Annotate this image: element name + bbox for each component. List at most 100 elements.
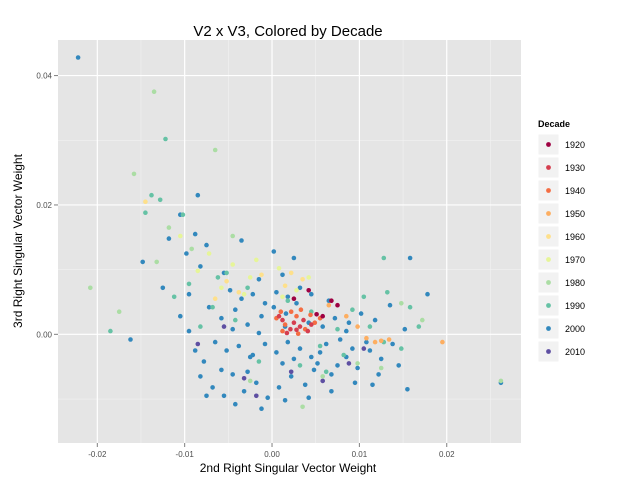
- legend-label-2000: 2000: [565, 324, 585, 334]
- data-point-2000: [230, 372, 235, 377]
- data-point-1920: [314, 312, 319, 317]
- data-point-1970: [253, 257, 259, 263]
- data-point-2000: [283, 311, 289, 316]
- data-point-2000: [387, 302, 393, 308]
- data-point-1940: [288, 309, 294, 315]
- data-point-2000: [239, 296, 244, 302]
- data-point-2000: [337, 337, 343, 342]
- data-point-2000: [280, 272, 285, 278]
- legend-swatch-1980: [546, 280, 551, 285]
- data-point-2000: [241, 389, 247, 394]
- data-point-1960: [300, 277, 305, 282]
- data-point-1940: [278, 309, 284, 315]
- data-point-2000: [378, 356, 384, 362]
- data-point-2000: [140, 259, 145, 265]
- data-point-1940: [298, 307, 304, 313]
- data-point-2000: [309, 291, 314, 297]
- data-point-2000: [329, 389, 334, 394]
- legend-label-1960: 1960: [565, 232, 585, 242]
- data-point-1980: [189, 246, 194, 252]
- legend-label-2010: 2010: [565, 347, 585, 357]
- data-point-2000: [407, 255, 413, 261]
- data-point-2000: [204, 393, 209, 399]
- data-point-2000: [271, 249, 277, 254]
- data-point-1980: [420, 317, 425, 323]
- data-point-1980: [320, 374, 326, 379]
- data-point-2000: [285, 294, 291, 300]
- legend-label-1950: 1950: [565, 209, 585, 219]
- data-point-1980: [151, 89, 157, 94]
- data-point-2000: [186, 328, 192, 334]
- data-point-1970: [294, 288, 299, 293]
- data-point-1990: [215, 275, 221, 280]
- y-tick-label: 0.04: [36, 72, 52, 81]
- data-point-1960: [259, 272, 264, 278]
- data-point-1940: [308, 312, 313, 318]
- data-point-2000: [274, 290, 279, 295]
- data-point-2000: [396, 363, 402, 368]
- data-point-2000: [274, 350, 279, 355]
- data-point-1960: [236, 290, 242, 295]
- data-point-1990: [381, 255, 387, 261]
- data-point-2000: [309, 354, 314, 360]
- data-point-2010: [320, 378, 326, 384]
- data-point-1930: [276, 313, 282, 319]
- data-point-1950: [344, 313, 349, 319]
- data-point-2000: [221, 393, 227, 399]
- data-point-1990: [149, 192, 154, 198]
- data-point-2000: [195, 192, 201, 198]
- y-tick-label: 0.02: [36, 201, 52, 210]
- data-point-2000: [311, 367, 317, 373]
- data-point-2000: [245, 369, 250, 375]
- data-point-2000: [262, 301, 268, 306]
- data-point-2000: [236, 343, 242, 349]
- legend-swatch-1970: [546, 257, 551, 262]
- data-point-1960: [143, 199, 148, 204]
- data-point-1970: [178, 233, 183, 239]
- data-point-1950: [372, 339, 378, 345]
- data-point-2010: [346, 361, 352, 366]
- data-point-1920: [335, 302, 340, 308]
- data-point-2000: [367, 348, 373, 353]
- data-point-1990: [163, 136, 168, 142]
- data-point-2000: [297, 285, 303, 291]
- data-point-1990: [297, 363, 303, 368]
- legend-label-1920: 1920: [565, 140, 585, 150]
- legend-title: Decade: [538, 119, 570, 129]
- data-point-1940: [280, 328, 285, 334]
- data-point-1990: [198, 324, 203, 329]
- data-point-1960: [282, 283, 288, 289]
- data-points: [75, 55, 504, 412]
- data-point-2000: [302, 382, 308, 388]
- legend-swatch-1990: [546, 303, 551, 308]
- data-point-1970: [195, 268, 201, 274]
- legend-swatch-1930: [546, 165, 551, 170]
- data-point-2000: [227, 288, 233, 293]
- legend-label-1940: 1940: [565, 186, 585, 196]
- data-point-2000: [219, 367, 224, 373]
- data-point-2000: [210, 385, 215, 390]
- data-point-1970: [276, 266, 282, 271]
- x-axis: -0.02 -0.01 0.00 0.01 0.02: [88, 443, 455, 459]
- data-point-1980: [154, 259, 159, 265]
- data-point-2000: [265, 395, 271, 401]
- data-point-1970: [241, 291, 247, 297]
- data-point-1950: [355, 324, 360, 329]
- data-point-1990: [171, 294, 177, 300]
- legend-label-1930: 1930: [565, 163, 585, 173]
- data-point-2000: [230, 326, 235, 332]
- data-point-1990: [233, 317, 238, 323]
- legend-swatch-2000: [546, 326, 551, 331]
- data-point-2000: [224, 348, 229, 353]
- data-point-1980: [131, 171, 137, 177]
- data-point-1990: [335, 326, 340, 332]
- data-point-2000: [335, 363, 340, 368]
- data-point-1920: [320, 313, 326, 319]
- data-point-1990: [341, 352, 347, 358]
- data-point-2000: [306, 395, 312, 401]
- data-point-1990: [108, 328, 113, 334]
- legend-swatch-1940: [546, 188, 551, 193]
- data-point-2000: [276, 385, 282, 390]
- data-point-2000: [315, 361, 320, 366]
